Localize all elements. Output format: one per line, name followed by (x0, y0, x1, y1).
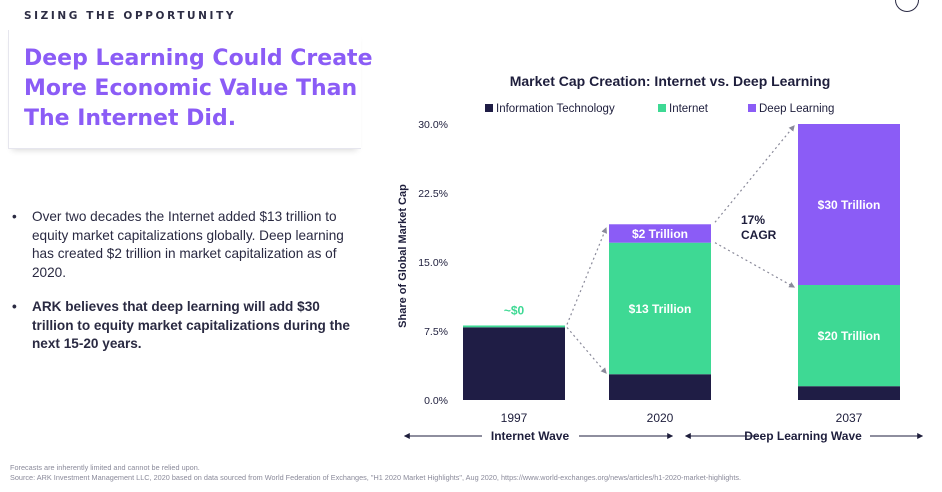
bar-internet-1997 (463, 325, 565, 328)
legend-swatch (748, 104, 756, 112)
bullet-list: Over two decades the Internet added $13 … (12, 208, 357, 354)
connector-arrow (714, 242, 796, 288)
footer-source: Source: ARK Investment Management LLC, 2… (10, 473, 742, 482)
bar-deep-learning-2037 (798, 124, 900, 285)
y-tick-label: 15.0% (418, 257, 448, 269)
legend-label: Internet (669, 103, 709, 115)
data-label: $20 Trillion (818, 329, 881, 343)
bar-deep-learning-2020 (609, 224, 711, 243)
y-axis-label: Share of Global Market Cap (397, 184, 409, 328)
bullet-item: Over two decades the Internet added $13 … (12, 208, 357, 282)
bar-information-technology-2020 (609, 374, 711, 400)
cagr-label: 17% (741, 213, 765, 227)
y-tick-label: 7.5% (424, 326, 448, 338)
section-label: SIZING THE OPPORTUNITY (24, 10, 237, 22)
legend-label: Information Technology (496, 103, 615, 115)
connector-arrow (566, 327, 607, 374)
y-tick-label: 22.5% (418, 188, 448, 200)
bar-internet-2037 (798, 285, 900, 387)
chart-title: Market Cap Creation: Internet vs. Deep L… (510, 73, 831, 89)
data-label: $30 Trillion (818, 198, 881, 212)
data-label: ~$0 (504, 303, 525, 317)
y-tick-label: 0.0% (424, 395, 448, 407)
legend-label: Deep Learning (759, 103, 834, 115)
x-tick-label: 2020 (647, 411, 674, 425)
bar-internet-2020 (609, 242, 711, 375)
headline: Deep Learning Could Create More Economic… (24, 46, 373, 131)
connector-arrow (566, 227, 607, 325)
footer-disclaimer: Forecasts are inherently limited and can… (10, 463, 200, 472)
legend-swatch (485, 104, 493, 112)
bar-information-technology-2037 (798, 386, 900, 400)
bullet-item: ARK believes that deep learning will add… (12, 298, 357, 354)
data-label: $13 Trillion (629, 302, 692, 316)
data-label: $2 Trillion (632, 227, 688, 241)
bar-information-technology-1997 (463, 327, 565, 400)
connector-arrow (714, 125, 795, 223)
x-tick-label: 2037 (836, 411, 863, 425)
internet-wave-label: Internet Wave (491, 429, 570, 443)
footer: Forecasts are inherently limited and can… (10, 463, 935, 483)
deep-learning-wave-label: Deep Learning Wave (744, 429, 862, 443)
headline-card (8, 30, 361, 149)
legend-swatch (658, 104, 666, 112)
y-tick-label: 30.0% (418, 119, 448, 131)
cagr-label: CAGR (741, 228, 777, 242)
x-tick-label: 1997 (501, 411, 528, 425)
